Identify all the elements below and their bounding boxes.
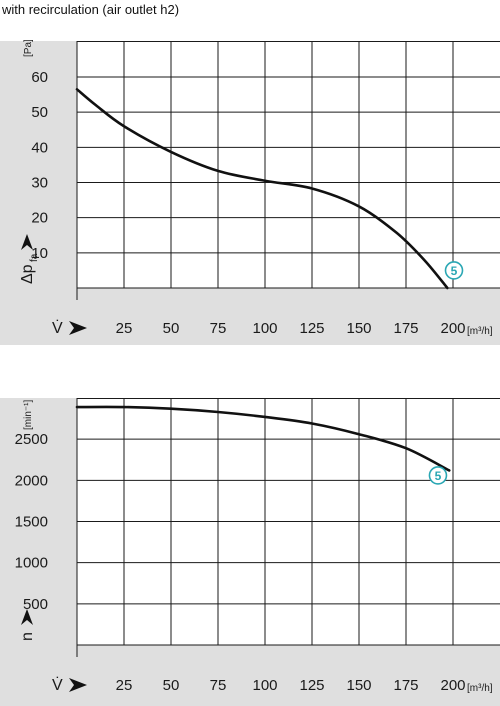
y-tick-label: 50: [31, 104, 48, 121]
x-tick-label: 125: [299, 320, 324, 337]
x-tick-label: 200: [440, 320, 465, 337]
x-tick-label: 150: [346, 320, 371, 337]
y-axis-symbol-sub: fa: [29, 253, 40, 262]
y-tick-label: 1000: [15, 555, 48, 572]
series-curve: [75, 405, 451, 472]
x-axis-arrow: [69, 321, 87, 335]
y-tick-label: 40: [31, 139, 48, 156]
curve-marker-label: 5: [451, 264, 458, 278]
y-axis-label: Δp fa [Pa]: [19, 39, 40, 284]
x-tick-label: 200: [440, 677, 465, 694]
x-tick-label: 25: [116, 677, 133, 694]
y-tick-label: 30: [31, 175, 48, 192]
chart-2: 500 1000 1500 2000 2500 25 50 75 100 125 150 175 200…: [0, 398, 500, 706]
x-axis-symbol: V̇: [52, 676, 63, 694]
x-tick-label: 175: [393, 320, 418, 337]
x-tick-label: 100: [252, 677, 277, 694]
y-axis-arrow: [21, 234, 33, 250]
x-axis-band: [0, 645, 500, 706]
x-tick-label: 150: [346, 677, 371, 694]
x-tick-label: 75: [210, 320, 227, 337]
y-tick-label: 2000: [15, 472, 48, 489]
x-tick-label: 75: [210, 677, 227, 694]
chart-1: 10 20 30 40 50 60 25 50 75 100 125 150 175 200 [m³/h] V…: [0, 39, 500, 345]
x-tick-label: 125: [299, 677, 324, 694]
x-axis-unit: [m³/h]: [467, 326, 493, 337]
y-axis-arrow: [21, 609, 33, 625]
x-tick-label: 100: [252, 320, 277, 337]
y-tick-label: 60: [31, 69, 48, 86]
y-tick-label: 1500: [15, 514, 48, 531]
y-axis-label: n [min⁻¹]: [19, 400, 36, 642]
y-axis-unit: [Pa]: [23, 39, 34, 57]
curve-marker-label: 5: [435, 469, 442, 483]
x-axis-arrow: [69, 678, 87, 692]
y-axis-unit: [min⁻¹]: [23, 400, 34, 431]
x-tick-label: 50: [163, 677, 180, 694]
plot-area: [77, 41, 500, 288]
series-curve: [75, 88, 449, 290]
x-axis-band: [0, 288, 500, 345]
x-axis-unit: [m³/h]: [467, 683, 493, 694]
x-tick-label: 25: [116, 320, 133, 337]
y-tick-label: 500: [23, 596, 48, 613]
x-tick-label: 175: [393, 677, 418, 694]
curve-marker: [428, 466, 448, 485]
y-tick-label: 20: [31, 210, 48, 227]
x-tick-label: 50: [163, 320, 180, 337]
curve-marker: [444, 261, 464, 280]
y-axis-symbol: n: [19, 632, 36, 641]
chart-heading: with recirculation (air outlet h2): [2, 2, 180, 17]
y-tick-label: 10: [31, 245, 48, 262]
y-axis-symbol: Δp: [19, 264, 36, 284]
y-tick-label: 2500: [15, 431, 48, 448]
x-axis-symbol: V̇: [52, 319, 63, 337]
